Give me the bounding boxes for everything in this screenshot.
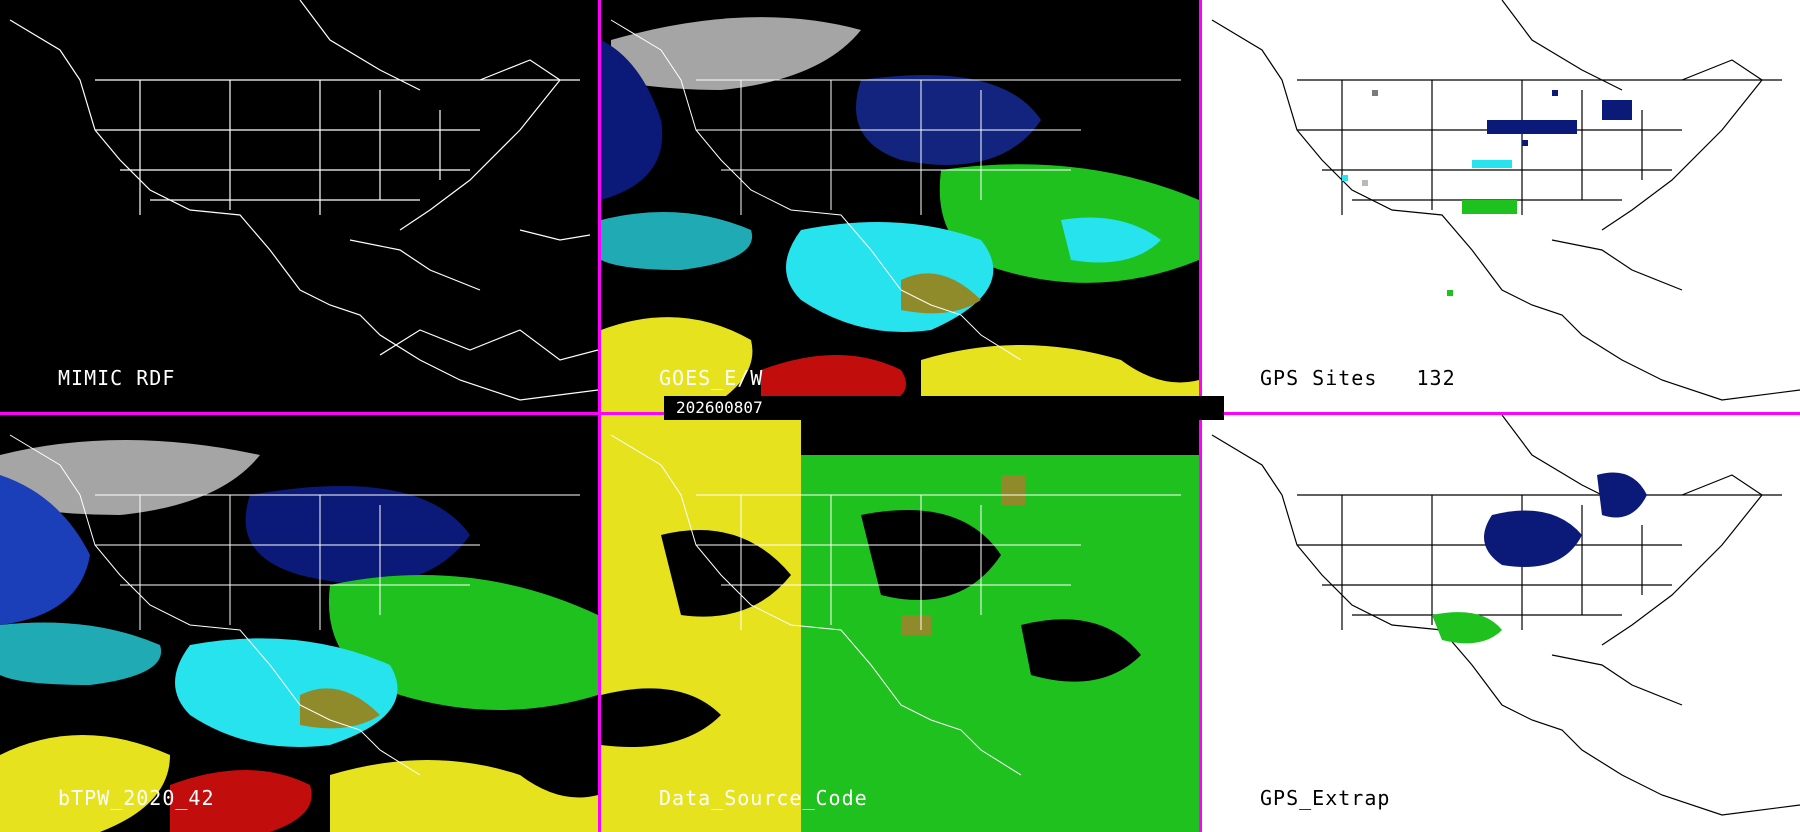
timestamp-bar: 202600807 (664, 396, 1224, 420)
gps-site-markers (1342, 90, 1632, 296)
map-goes-ew (601, 0, 1199, 412)
panel-label: bTPW_2020_42 (58, 786, 215, 810)
map-mimic-rdf (9, 0, 598, 401)
panel-title: GPS Sites (1260, 366, 1378, 390)
gps-site-count: 132 (1416, 366, 1456, 390)
panel-goes-ew: GOES_E/W (601, 0, 1199, 412)
panel-data-source-code: Data_Source_Code (601, 415, 1199, 832)
map-gps-sites (1211, 0, 1800, 401)
panel-label: GOES_E/W (659, 366, 764, 390)
panel-label: MIMIC RDF (58, 366, 176, 390)
panel-label: GPS Sites 132 (1260, 366, 1456, 390)
panel-label: GPS_Extrap (1260, 786, 1391, 810)
panel-label: Data_Source_Code (659, 786, 868, 810)
panel-btpw: bTPW_2020_42 (0, 415, 598, 832)
map-data-source-code (601, 415, 1199, 832)
map-gps-extrap (1211, 415, 1800, 816)
map-btpw (0, 415, 598, 832)
panel-gps-extrap: GPS_Extrap (1202, 415, 1800, 832)
panel-gps-sites: GPS Sites 132 (1202, 0, 1800, 412)
panel-mimic-rdf: MIMIC RDF (0, 0, 598, 412)
divider-vertical-left (598, 0, 601, 832)
